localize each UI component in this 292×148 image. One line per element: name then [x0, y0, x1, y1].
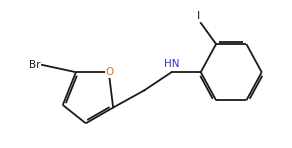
Text: O: O — [105, 67, 114, 77]
Text: I: I — [197, 11, 201, 21]
Text: HN: HN — [164, 58, 179, 69]
Text: Br: Br — [29, 60, 40, 70]
